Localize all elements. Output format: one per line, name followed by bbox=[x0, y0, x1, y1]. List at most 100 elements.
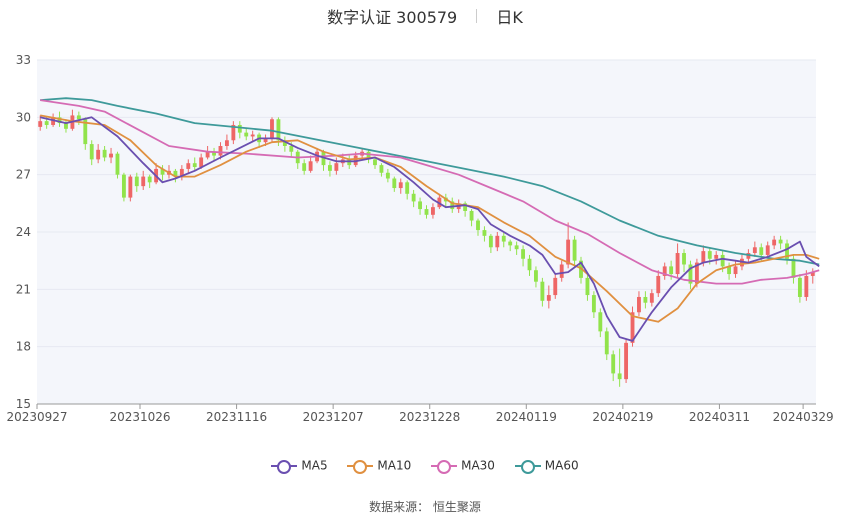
x-tick-label: 20240219 bbox=[592, 410, 653, 424]
candle-body bbox=[250, 134, 255, 137]
candle-body bbox=[373, 159, 377, 166]
candle-body bbox=[662, 266, 667, 276]
candle-body bbox=[591, 295, 596, 313]
ma30-line bbox=[40, 99, 820, 285]
candle-body bbox=[141, 176, 146, 187]
candle-body bbox=[759, 247, 764, 255]
candle-body bbox=[488, 235, 493, 248]
candle-body bbox=[102, 149, 107, 158]
y-tick-label: 24 bbox=[16, 225, 31, 239]
candle-body bbox=[598, 312, 603, 332]
candle-body bbox=[611, 354, 616, 374]
candle-body bbox=[733, 266, 738, 275]
candle-body bbox=[405, 182, 410, 194]
candle-body bbox=[521, 249, 526, 259]
x-tick-label: 20231026 bbox=[109, 410, 170, 424]
candle-body bbox=[675, 253, 680, 275]
candle-body bbox=[173, 170, 178, 177]
candle-body bbox=[617, 373, 622, 380]
candle-body bbox=[347, 159, 352, 166]
legend-item-ma60[interactable]: MA60 bbox=[514, 458, 579, 474]
candle-body bbox=[392, 178, 397, 189]
candle-body bbox=[688, 264, 693, 284]
ma5-legend-icon bbox=[271, 459, 298, 474]
candle-body bbox=[418, 201, 422, 210]
candle-body bbox=[669, 266, 674, 275]
candle-body bbox=[469, 210, 474, 221]
ma10-legend-icon bbox=[347, 459, 374, 474]
legend-item-ma10[interactable]: MA10 bbox=[347, 458, 411, 474]
candle-body bbox=[553, 277, 558, 296]
candle-body bbox=[585, 277, 590, 296]
candle-body bbox=[218, 146, 223, 156]
candle-body bbox=[89, 144, 94, 160]
candle-body bbox=[720, 254, 725, 267]
candle-body bbox=[508, 241, 513, 246]
candle-body bbox=[707, 251, 712, 259]
candle-body bbox=[604, 331, 609, 355]
candle-body bbox=[746, 253, 751, 259]
x-tick-label: 20240119 bbox=[496, 410, 557, 424]
x-tick-label: 20231207 bbox=[303, 410, 364, 424]
candle-body bbox=[44, 121, 49, 125]
candle-body bbox=[64, 123, 68, 129]
candle-body bbox=[385, 172, 390, 179]
candle-body bbox=[353, 155, 358, 166]
candle-body bbox=[83, 119, 88, 145]
candle-body bbox=[431, 207, 435, 215]
candle-body bbox=[224, 140, 229, 146]
candle-body bbox=[424, 209, 429, 215]
candle-body bbox=[121, 174, 126, 198]
candle-body bbox=[199, 157, 204, 168]
legend-item-ma30[interactable]: MA30 bbox=[431, 458, 495, 474]
candle-body bbox=[772, 239, 777, 246]
y-tick-label: 33 bbox=[16, 53, 31, 67]
candle-body bbox=[57, 117, 62, 124]
candle-body bbox=[649, 293, 654, 303]
candle-body bbox=[765, 245, 770, 255]
candle-body bbox=[76, 115, 81, 120]
candle-body bbox=[379, 165, 384, 173]
data-source: 数据来源： 恒生聚源 bbox=[369, 500, 481, 514]
chart-legend: MA5 MA10 MA30 MA60 bbox=[0, 458, 850, 474]
candle-body bbox=[804, 275, 809, 297]
candle-body bbox=[263, 138, 268, 143]
candle-body bbox=[797, 277, 802, 297]
candle-body bbox=[302, 163, 307, 171]
candle-body bbox=[482, 230, 487, 236]
candle-body bbox=[128, 176, 133, 198]
legend-label-ma60: MA60 bbox=[544, 458, 579, 473]
candle-body bbox=[727, 266, 732, 275]
candle-body bbox=[694, 262, 699, 284]
legend-item-ma5[interactable]: MA5 bbox=[271, 458, 328, 474]
candle-body bbox=[160, 168, 165, 175]
candle-body bbox=[476, 220, 480, 231]
candle-body bbox=[778, 239, 783, 244]
x-tick-label: 20230927 bbox=[6, 410, 67, 424]
candle-body bbox=[276, 119, 281, 141]
candle-body bbox=[501, 235, 506, 242]
candle-body bbox=[785, 243, 789, 259]
candle-body bbox=[270, 119, 274, 139]
y-tick-label: 27 bbox=[16, 168, 31, 182]
candle-body bbox=[51, 117, 56, 125]
candle-body bbox=[398, 182, 403, 189]
candle-body bbox=[244, 132, 249, 137]
candle-body bbox=[147, 176, 152, 183]
candle-body bbox=[450, 201, 455, 210]
candle-body bbox=[714, 254, 719, 259]
x-tick-label: 20231116 bbox=[206, 410, 267, 424]
candle-body bbox=[231, 124, 236, 141]
ma60-legend-icon bbox=[514, 459, 541, 474]
stock-title: 数字认证 300579 bbox=[327, 8, 458, 27]
chart-title: 数字认证 300579 日K bbox=[0, 4, 850, 28]
x-tick-label: 20240311 bbox=[689, 410, 750, 424]
candle-body bbox=[740, 258, 744, 267]
candle-body bbox=[559, 264, 564, 278]
candle-body bbox=[334, 163, 339, 171]
candle-body bbox=[205, 151, 210, 158]
y-tick-label: 15 bbox=[16, 397, 31, 411]
candle-body bbox=[527, 258, 532, 271]
candle-body bbox=[192, 163, 197, 168]
